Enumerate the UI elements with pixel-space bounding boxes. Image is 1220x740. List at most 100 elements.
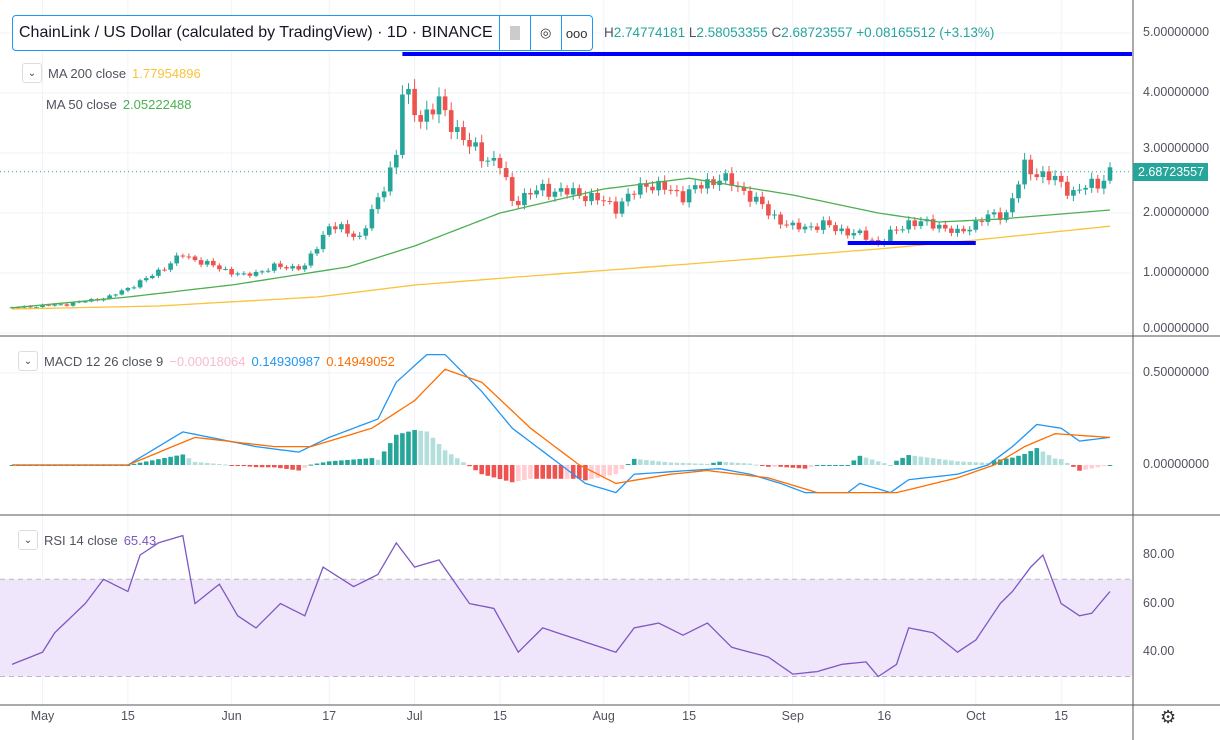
candle-body: [509, 177, 515, 201]
macd-histogram-bar: [589, 465, 594, 480]
macd-histogram-bar: [491, 465, 497, 478]
macd-histogram-bar: [314, 463, 320, 465]
rsi-band: [0, 579, 1132, 677]
macd-histogram-bar: [204, 462, 210, 465]
macd-histogram-bar: [619, 465, 625, 470]
macd-histogram-bar: [686, 463, 692, 465]
macd-histogram-bar: [1083, 465, 1088, 470]
macd-histogram-bar: [400, 433, 405, 465]
macd-histogram-bar: [168, 456, 173, 465]
candle-body: [174, 255, 179, 264]
ma50-line: [11, 177, 1111, 309]
candle-body: [1028, 159, 1033, 175]
macd-histogram-bar: [875, 461, 881, 465]
macd-histogram-bar: [631, 458, 637, 465]
macd-histogram-bar: [857, 455, 863, 465]
candle-body: [46, 304, 51, 306]
candle-body: [339, 224, 344, 230]
candle-body: [125, 288, 131, 291]
macd-histogram-bar: [259, 465, 265, 468]
candle-body: [1065, 181, 1070, 196]
macd-histogram-bar: [516, 465, 521, 482]
candle-body: [503, 168, 509, 178]
macd-histogram-bar: [479, 465, 484, 475]
candle-body: [272, 263, 277, 271]
macd-histogram-bar: [570, 465, 576, 479]
time-axis-label: 15: [120, 709, 135, 723]
macd-histogram-bar: [406, 431, 411, 465]
candle-body: [796, 222, 802, 230]
candle-body: [265, 270, 271, 272]
candle-body: [821, 220, 826, 230]
macd-histogram-bar: [949, 460, 954, 465]
candle-body: [552, 191, 558, 197]
macd-histogram-bar: [192, 461, 198, 465]
macd-histogram-bar: [711, 462, 716, 465]
macd-histogram-bar: [680, 462, 686, 465]
price-axis-label: 2.00000000: [1143, 205, 1210, 219]
close-value: 2.68723557: [781, 25, 853, 40]
candle-body: [1016, 184, 1021, 199]
candle-body: [491, 157, 497, 161]
candle-body: [589, 192, 594, 202]
candle-body: [1034, 174, 1040, 178]
change-value: +0.08165512 (+3.13%): [856, 25, 995, 40]
candle-body: [790, 222, 796, 226]
candle-body: [656, 180, 661, 191]
candle-body: [869, 239, 875, 241]
candle-body: [888, 229, 893, 242]
candle-body: [1004, 212, 1009, 221]
candle-body: [211, 260, 216, 266]
time-axis-label: Jun: [221, 709, 242, 723]
macd-histogram-bar: [467, 465, 472, 467]
macd-histogram-bar: [918, 456, 924, 465]
rsi-collapse-button[interactable]: ⌄: [18, 530, 38, 550]
rsi-label: RSI 14 close: [44, 532, 118, 548]
candle-body: [699, 185, 704, 189]
collapse-legend-button[interactable]: ⌄: [22, 63, 42, 83]
more-icon[interactable]: ooo: [560, 16, 592, 50]
candle-body: [540, 183, 545, 191]
macd-histogram-bar: [607, 465, 613, 476]
macd-histogram-bar: [357, 459, 362, 465]
macd-histogram-bar: [625, 463, 631, 465]
macd-histogram-bar: [1089, 465, 1094, 469]
macd-collapse-button[interactable]: ⌄: [18, 351, 38, 371]
candle-body: [558, 188, 564, 192]
time-axis-label: 15: [493, 709, 507, 723]
macd-histogram-bar: [1028, 451, 1033, 465]
macd-histogram-bar: [863, 457, 869, 465]
flag-icon[interactable]: [498, 16, 530, 50]
candle-body: [442, 96, 448, 111]
symbol-title-box[interactable]: ChainLink / US Dollar (calculated by Tra…: [12, 15, 593, 51]
time-axis-label: Sep: [781, 709, 804, 723]
candle-body: [333, 226, 338, 230]
candle-body: [58, 304, 64, 306]
candle-body: [851, 233, 857, 236]
candle-body: [369, 209, 375, 229]
candle-body: [387, 167, 393, 192]
macd-histogram-bar: [808, 465, 814, 467]
candle-body: [857, 230, 863, 234]
macd-histogram-bar: [955, 461, 960, 465]
macd-histogram-bar: [705, 463, 710, 465]
macd-histogram-bar: [278, 465, 283, 469]
settings-gear-icon[interactable]: ⚙: [1160, 707, 1177, 727]
candle-body: [894, 229, 899, 231]
candle-body: [436, 96, 442, 115]
macd-histogram-bar: [729, 462, 735, 465]
source-icon[interactable]: ◎: [529, 16, 561, 50]
ma50-label: MA 50 close: [46, 97, 117, 112]
macd-histogram-bar: [833, 465, 838, 466]
macd-histogram-bar: [644, 460, 649, 465]
candle-body: [223, 268, 228, 270]
candle-body: [943, 224, 948, 229]
macd-histogram-bar: [973, 462, 979, 465]
candle-body: [936, 224, 942, 229]
macd-histogram-bar: [1010, 457, 1015, 465]
macd-histogram-bar: [558, 465, 564, 479]
candle-body: [784, 224, 789, 226]
macd-histogram-bar: [961, 461, 966, 465]
macd-histogram-bar: [198, 462, 204, 465]
